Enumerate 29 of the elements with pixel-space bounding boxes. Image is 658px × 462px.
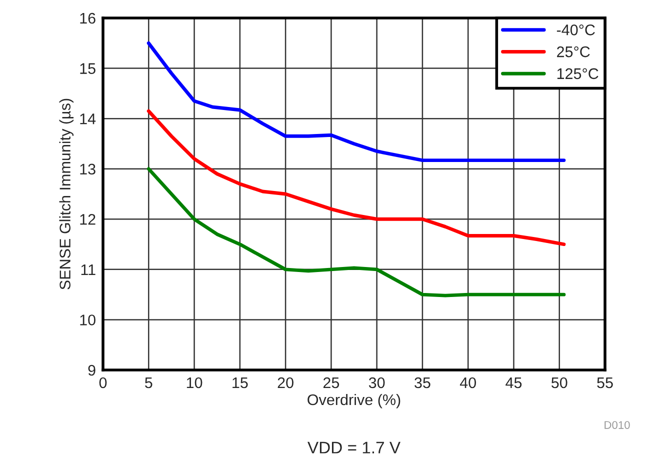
x-tick-label: 30	[368, 377, 385, 388]
x-tick-label: 15	[232, 378, 248, 388]
y-tick-label: 15	[80, 63, 96, 74]
y-tick-label: 14	[80, 114, 96, 124]
legend-label: 125°C	[557, 68, 598, 80]
x-tick-label: 35	[414, 377, 430, 388]
x-tick-label: 40	[460, 377, 476, 388]
x-axis-title: Overdrive (%)	[308, 394, 400, 408]
text: D010	[604, 421, 630, 429]
y-tick-label: 9	[88, 364, 96, 376]
x-tick-label: 10	[186, 377, 202, 388]
line-series	[146, 109, 566, 246]
x-tick-label: 55	[597, 378, 613, 388]
x-tick-label: 5	[145, 378, 152, 388]
y-tick-label: 13	[80, 164, 96, 175]
y-axis-title: SENSE Glitch Immunity (µs)	[59, 98, 74, 290]
y-tick-label: 11	[81, 264, 96, 275]
line-series	[146, 167, 566, 298]
y-tick-label: 12	[80, 214, 96, 225]
text: VDD = 1.7 V	[308, 442, 400, 454]
x-tick-label: 50	[551, 377, 568, 388]
y-tick-label: 10	[80, 314, 96, 326]
legend-label: -40°C	[556, 24, 595, 36]
x-tick-label: 45	[506, 378, 522, 388]
x-tick-label: 0	[99, 377, 107, 388]
x-tick-label: 25	[323, 377, 340, 388]
x-tick-label: 20	[278, 377, 294, 388]
y-tick-label: 16	[80, 12, 96, 24]
legend-label: 25°C	[557, 46, 590, 58]
